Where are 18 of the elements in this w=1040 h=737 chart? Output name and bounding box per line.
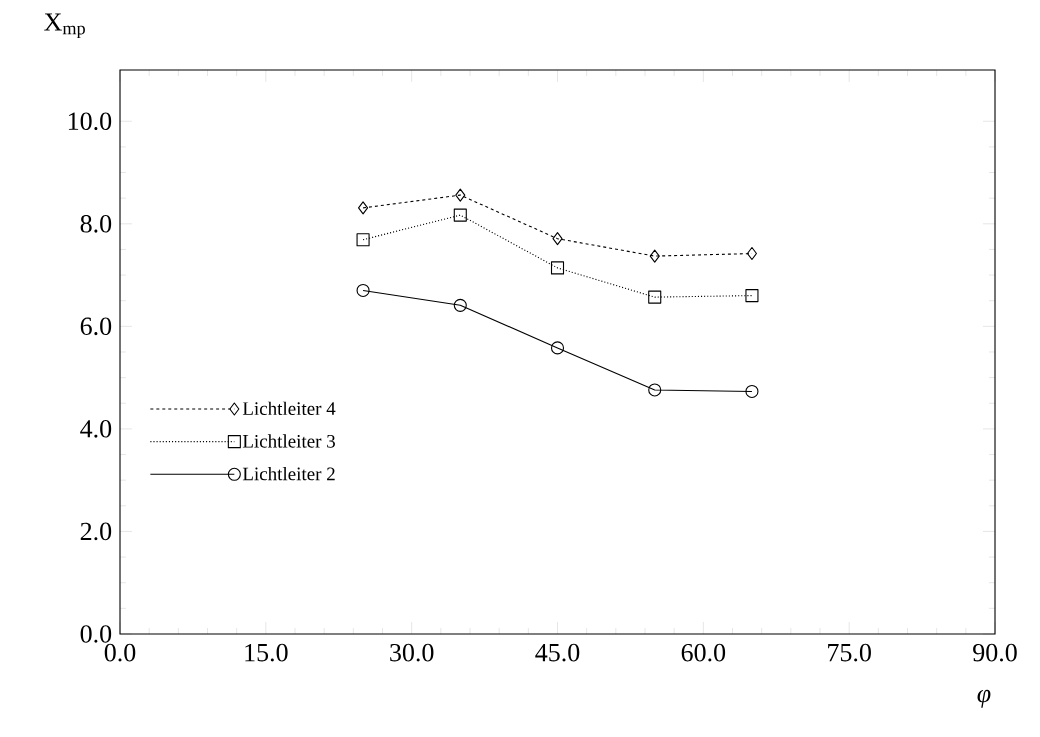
x-tick-label: 15.0 (245, 643, 288, 662)
x-tick-label: 90.0 (973, 643, 1017, 662)
x-tick-label: 45.0 (535, 643, 580, 662)
y-tick-label: 4.0 (80, 420, 112, 438)
y-tick-label: 10.0 (68, 112, 112, 131)
legend-label: Lichtleiter 3 (242, 434, 335, 448)
x-tick-label: 0.0 (104, 643, 136, 662)
y-tick-label: 0.0 (80, 625, 112, 643)
y-tick-label: 8.0 (80, 214, 112, 233)
legend-label: Lichtleiter 2 (242, 466, 335, 481)
x-axis-title: φ (977, 689, 991, 708)
x-tick-label: 75.0 (828, 643, 871, 662)
x-tick-label: 30.0 (390, 643, 434, 662)
y-tick-label: 2.0 (80, 522, 112, 541)
y-tick-label: 6.0 (80, 317, 112, 336)
x-tick-label: 60.0 (681, 643, 726, 662)
legend-label: Lichtleiter 4 (242, 401, 336, 416)
y-axis-title: X$_{mp}$ (44, 13, 85, 39)
